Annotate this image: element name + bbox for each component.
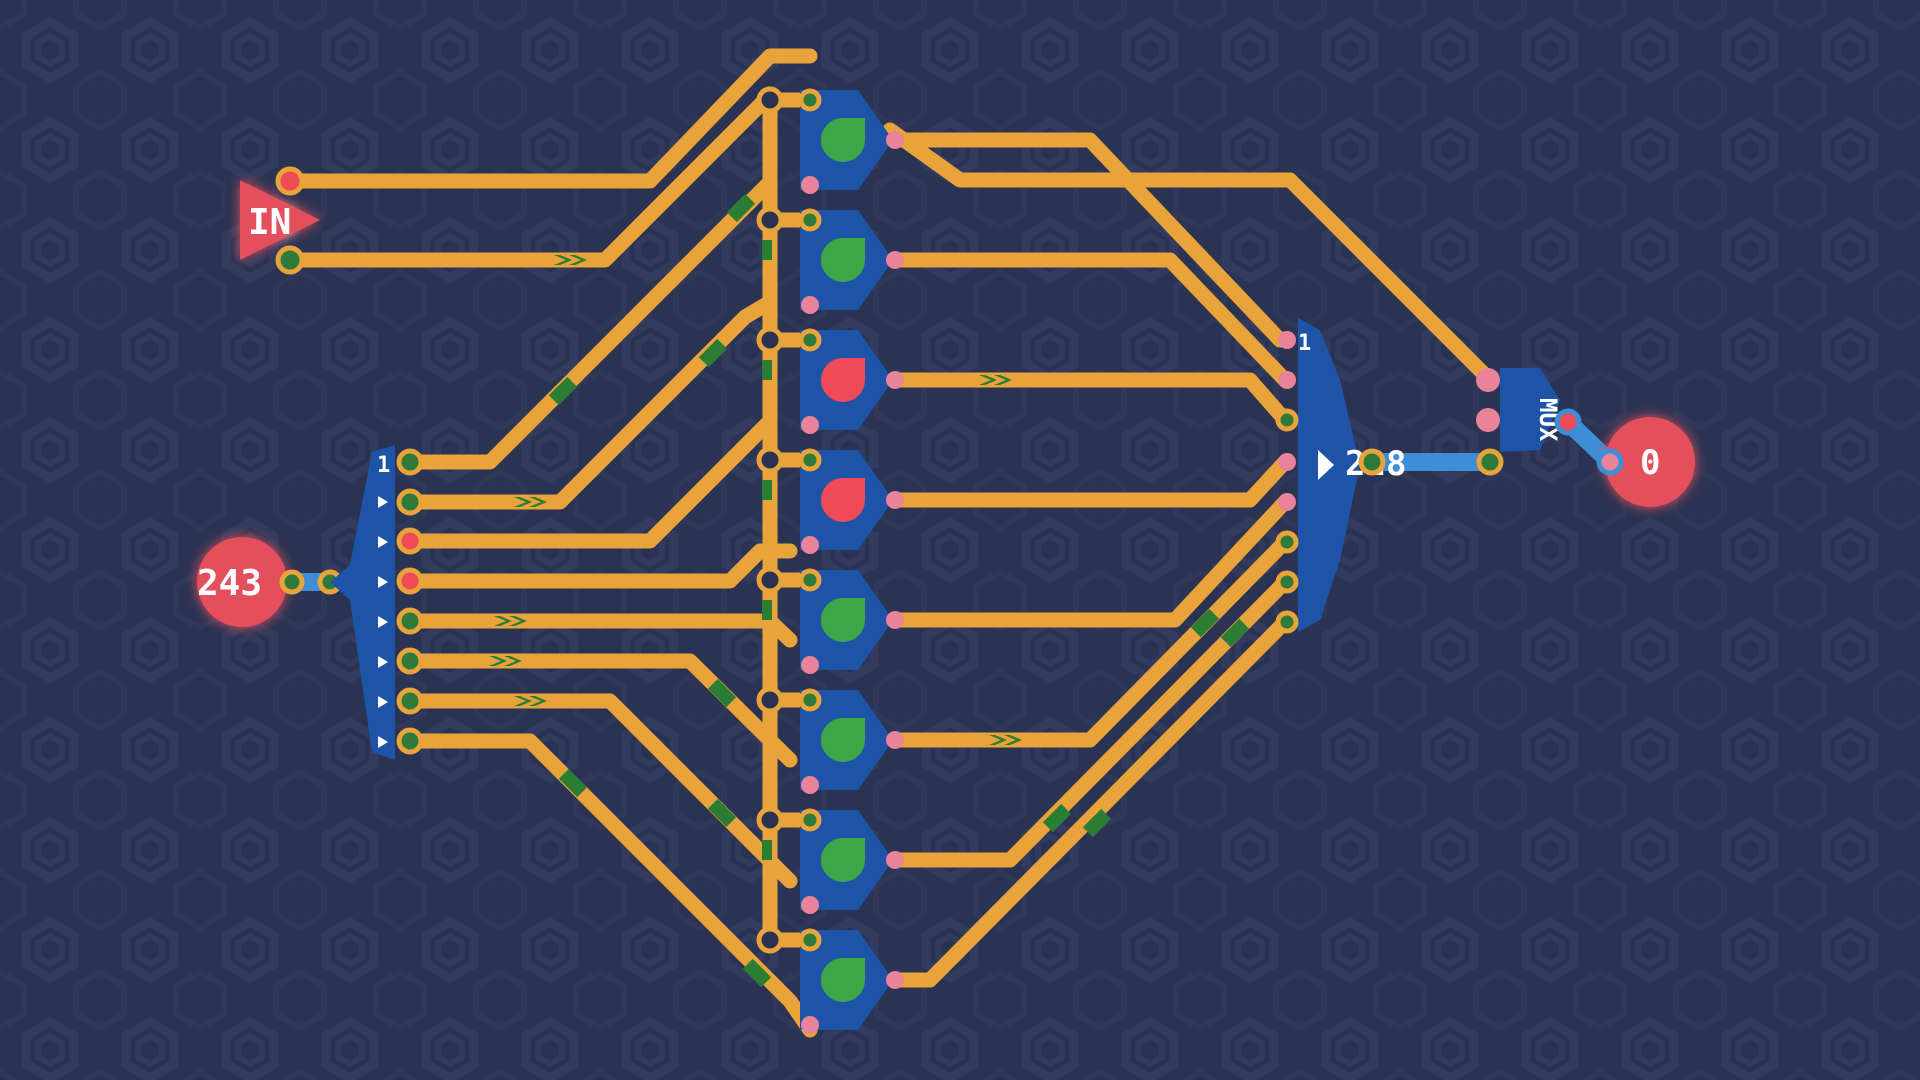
output-value-text: 0 xyxy=(1640,443,1660,483)
gate-4[interactable] xyxy=(756,446,904,554)
merger-label: 1 xyxy=(1298,331,1311,356)
gate-output-pin[interactable] xyxy=(886,971,904,989)
gate-input-a-pin[interactable] xyxy=(756,806,784,834)
gate-output-pin[interactable] xyxy=(886,131,904,149)
gate-input-b-pin[interactable] xyxy=(798,808,822,832)
gate-column xyxy=(756,86,904,1034)
gate-input-a-pin[interactable] xyxy=(756,926,784,954)
wire-mux-select[interactable] xyxy=(882,122,1498,388)
gate-input-c-pin[interactable] xyxy=(801,656,819,674)
gate-output-pin[interactable] xyxy=(886,851,904,869)
gate-2[interactable] xyxy=(756,206,904,314)
gate-input-a-pin[interactable] xyxy=(756,686,784,714)
gate-8[interactable] xyxy=(756,926,904,1034)
signal-markers xyxy=(489,193,1250,988)
wire-gate-5-out[interactable] xyxy=(887,494,1293,628)
source-value-node[interactable] xyxy=(197,537,287,627)
wire-bit-2[interactable] xyxy=(402,294,778,510)
input-pin-top[interactable] xyxy=(275,166,305,196)
gate-output-pin[interactable] xyxy=(886,491,904,509)
wire-gate-4-out[interactable] xyxy=(887,454,1293,508)
gate-led-off xyxy=(821,478,865,522)
gate-1[interactable] xyxy=(756,86,904,194)
gate-input-a-pin[interactable] xyxy=(756,566,784,594)
mux-out-pin[interactable] xyxy=(1554,408,1582,436)
gate-input-b-pin[interactable] xyxy=(798,928,822,952)
gate-output-pin[interactable] xyxy=(886,731,904,749)
gate-input-a-pin[interactable] xyxy=(756,86,784,114)
gate-input-c-pin[interactable] xyxy=(801,776,819,794)
gate-input-a-pin[interactable] xyxy=(756,206,784,234)
gate-input-a-pin[interactable] xyxy=(756,446,784,474)
gate-led-on xyxy=(821,838,865,882)
wire-bit-1[interactable] xyxy=(402,174,778,470)
gate-output-pin[interactable] xyxy=(886,611,904,629)
gate-3[interactable] xyxy=(756,326,904,434)
wire-gate-7-out[interactable] xyxy=(887,574,1293,868)
source-value-text: 243 xyxy=(197,563,262,604)
gate-input-c-pin[interactable] xyxy=(801,536,819,554)
output-value-node[interactable] xyxy=(1605,417,1695,507)
wire-gate-8-out[interactable] xyxy=(887,614,1293,988)
input-pin-bottom[interactable] xyxy=(275,245,305,275)
gate-led-off xyxy=(821,358,865,402)
input-node-label: IN xyxy=(248,202,291,243)
gate-input-b-pin[interactable] xyxy=(798,88,822,112)
gate-input-b-pin[interactable] xyxy=(798,568,822,592)
gate-led-on xyxy=(821,958,865,1002)
gate-input-c-pin[interactable] xyxy=(801,176,819,194)
mux[interactable]: MUX xyxy=(1476,368,1562,452)
gate-input-b-pin[interactable] xyxy=(798,208,822,232)
gate-6[interactable] xyxy=(756,686,904,794)
gate-input-b-pin[interactable] xyxy=(798,448,822,472)
gate-7[interactable] xyxy=(756,806,904,914)
input-node[interactable]: IN xyxy=(240,180,320,260)
wire-gate-3-out[interactable] xyxy=(887,372,1293,428)
wire-gate-2-out[interactable] xyxy=(887,252,1293,388)
gate-output-pin[interactable] xyxy=(886,251,904,269)
wire-in-top[interactable] xyxy=(282,48,818,189)
output-in-pin[interactable] xyxy=(1596,448,1624,476)
byte-merger[interactable]: 1 xyxy=(1275,318,1360,634)
wire-gate-6-out[interactable] xyxy=(887,534,1293,748)
gate-input-c-pin[interactable] xyxy=(801,416,819,434)
wire-gate-1-out[interactable] xyxy=(887,132,1288,348)
gate-input-b-pin[interactable] xyxy=(798,328,822,352)
gate-output-pin[interactable] xyxy=(886,371,904,389)
gate-led-on xyxy=(821,238,865,282)
gate-led-on xyxy=(821,718,865,762)
gate-input-c-pin[interactable] xyxy=(801,1016,819,1034)
byte-splitter[interactable]: 1 xyxy=(330,445,424,760)
gate-input-c-pin[interactable] xyxy=(801,296,819,314)
splitter-label: 1 xyxy=(377,453,390,478)
gate-input-c-pin[interactable] xyxy=(801,896,819,914)
source-pin-a[interactable] xyxy=(279,569,305,595)
gate-input-b-pin[interactable] xyxy=(798,688,822,712)
merger-out-pin[interactable] xyxy=(1358,448,1386,476)
gate-led-on xyxy=(821,118,865,162)
wire-bit-3[interactable] xyxy=(402,413,778,549)
gate-5[interactable] xyxy=(756,566,904,674)
gate-led-on xyxy=(821,598,865,642)
wire-in-bottom[interactable] xyxy=(282,87,778,268)
mux-in-pin[interactable] xyxy=(1476,448,1504,476)
gate-input-a-pin[interactable] xyxy=(756,326,784,354)
